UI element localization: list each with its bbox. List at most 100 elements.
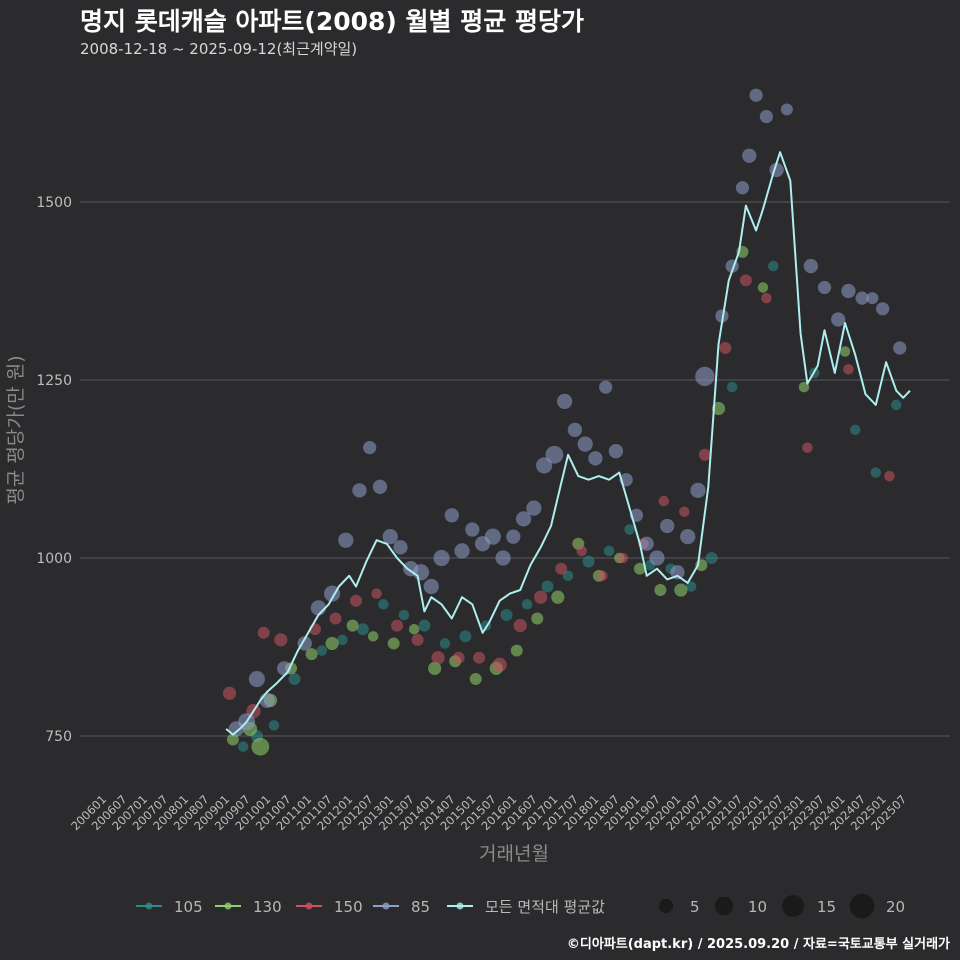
data-point-150 bbox=[257, 626, 270, 639]
legend-label: 130 bbox=[253, 898, 282, 916]
data-point-85 bbox=[780, 103, 793, 116]
data-point-130 bbox=[469, 673, 482, 686]
data-point-130 bbox=[757, 282, 769, 293]
legend-size-marker bbox=[782, 895, 804, 917]
data-point-85 bbox=[715, 309, 729, 323]
data-point-85 bbox=[248, 670, 265, 688]
data-point-105 bbox=[624, 524, 635, 535]
data-point-85 bbox=[649, 550, 665, 566]
data-point-105 bbox=[870, 467, 882, 478]
data-point-150 bbox=[274, 633, 288, 647]
data-point-105 bbox=[418, 619, 431, 632]
legend-marker-105 bbox=[145, 902, 153, 910]
y-tick-label: 1500 bbox=[36, 195, 72, 211]
legend-marker-85 bbox=[382, 902, 390, 910]
data-point-85 bbox=[352, 483, 367, 498]
data-point-130 bbox=[305, 648, 318, 661]
data-point-150 bbox=[411, 633, 424, 646]
data-point-85 bbox=[742, 148, 757, 163]
data-point-130 bbox=[428, 661, 442, 675]
data-point-85 bbox=[817, 280, 832, 295]
data-point-85 bbox=[749, 88, 763, 102]
data-point-85 bbox=[803, 258, 818, 274]
data-point-130 bbox=[346, 619, 359, 632]
data-point-85 bbox=[608, 444, 624, 459]
data-point-150 bbox=[884, 470, 895, 482]
data-point-105 bbox=[850, 424, 861, 436]
data-point-130 bbox=[510, 644, 523, 657]
chart-subtitle: 2008-12-18 ~ 2025-09-12(최근계약일) bbox=[80, 40, 357, 58]
data-point-85 bbox=[536, 457, 553, 474]
data-point-105 bbox=[439, 638, 451, 649]
data-point-85 bbox=[670, 565, 685, 580]
y-tick-labels: 750 1000 1250 1500 bbox=[36, 195, 72, 745]
y-tick-label: 750 bbox=[45, 729, 72, 745]
data-point-85 bbox=[454, 543, 470, 559]
data-point-85 bbox=[412, 564, 430, 581]
data-point-150 bbox=[492, 657, 507, 672]
average-line bbox=[225, 151, 911, 736]
data-point-85 bbox=[577, 436, 593, 452]
data-point-85 bbox=[639, 536, 654, 551]
data-point-85 bbox=[831, 312, 846, 327]
data-point-105 bbox=[398, 609, 410, 621]
data-point-85 bbox=[695, 366, 715, 387]
data-point-85 bbox=[545, 445, 564, 464]
data-point-105 bbox=[541, 580, 554, 593]
data-point-105 bbox=[582, 555, 595, 568]
data-point-150 bbox=[617, 552, 629, 564]
data-point-150 bbox=[350, 594, 363, 607]
data-point-150 bbox=[596, 570, 608, 582]
data-point-150 bbox=[452, 651, 465, 664]
data-point-130 bbox=[674, 583, 688, 597]
data-point-85 bbox=[526, 500, 542, 516]
legend-size-label: 5 bbox=[690, 898, 700, 916]
data-point-85 bbox=[660, 518, 675, 534]
legend-marker-모든 면적대 평균값 bbox=[456, 902, 464, 910]
legend-size-label: 20 bbox=[886, 898, 905, 916]
legend-label: 105 bbox=[174, 898, 203, 916]
data-point-150 bbox=[513, 619, 527, 633]
data-point-150 bbox=[222, 686, 237, 700]
legend-size-label: 10 bbox=[748, 898, 767, 916]
data-point-85 bbox=[759, 109, 773, 124]
data-point-105 bbox=[378, 599, 389, 610]
data-point-150 bbox=[761, 292, 772, 304]
legend-size-label: 15 bbox=[817, 898, 836, 916]
data-point-105 bbox=[603, 545, 615, 557]
legend-marker-130 bbox=[224, 902, 232, 910]
data-point-105 bbox=[562, 570, 574, 582]
y-tick-label: 1000 bbox=[36, 551, 72, 567]
data-point-85 bbox=[310, 600, 327, 616]
data-point-85 bbox=[484, 528, 501, 545]
data-point-85 bbox=[893, 341, 907, 355]
data-point-85 bbox=[433, 549, 450, 567]
data-point-85 bbox=[588, 451, 603, 466]
y-axis-title: 평균 평당가(만 원) bbox=[5, 355, 27, 504]
y-gridlines bbox=[80, 201, 950, 737]
data-point-105 bbox=[500, 608, 513, 621]
data-point-85 bbox=[382, 529, 398, 545]
data-point-130 bbox=[387, 637, 400, 650]
legend-size-marker bbox=[714, 896, 734, 916]
data-point-130 bbox=[711, 401, 726, 416]
data-point-105 bbox=[356, 623, 369, 636]
legend-marker-150 bbox=[305, 902, 313, 910]
data-point-150 bbox=[534, 590, 548, 604]
data-point-85 bbox=[423, 578, 439, 595]
data-point-150 bbox=[658, 495, 670, 507]
data-point-105 bbox=[705, 552, 718, 564]
data-point-85 bbox=[372, 479, 388, 494]
data-point-150 bbox=[739, 274, 752, 287]
data-point-85 bbox=[338, 532, 354, 548]
chart-title: 명지 롯데캐슬 아파트(2008) 월별 평균 평당가 bbox=[80, 7, 584, 36]
data-point-150 bbox=[473, 651, 486, 664]
data-point-85 bbox=[259, 692, 275, 709]
data-point-105 bbox=[521, 599, 533, 610]
data-point-85 bbox=[556, 393, 573, 409]
data-point-130 bbox=[408, 623, 420, 635]
data-point-150 bbox=[371, 588, 382, 599]
data-point-85 bbox=[506, 529, 521, 544]
x-axis-title: 거래년월 bbox=[479, 843, 549, 865]
legend-label: 85 bbox=[411, 898, 430, 916]
